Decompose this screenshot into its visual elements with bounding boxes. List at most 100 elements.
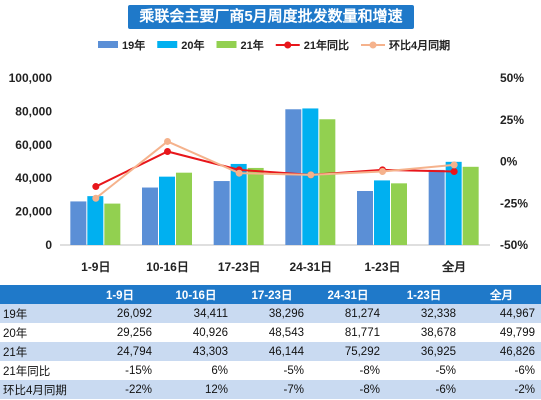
table-cell: -6% [386, 380, 462, 399]
bar-21年 [176, 172, 192, 245]
row-label: 19年 [0, 304, 82, 323]
legend-swatch [284, 41, 292, 49]
table-header: 24-31日 [310, 285, 386, 304]
table-cell: 29,256 [82, 323, 158, 342]
table-row: 19年 26,092 34,411 38,296 81,274 32,338 4… [0, 304, 541, 323]
y-left-tick-label: 40,000 [15, 171, 52, 185]
point-环比4月同期 [164, 137, 171, 145]
y-right-tick-label: 0% [500, 155, 518, 169]
table-row: 环比4月同期 -22% 12% -7% -8% -6% -2% [0, 380, 541, 399]
point-环比4月同期 [235, 169, 243, 177]
table-cell: 81,274 [310, 304, 386, 323]
bar-19年 [428, 169, 445, 245]
table-cell: 36,925 [386, 342, 462, 361]
table-cell: 40,926 [158, 323, 234, 342]
x-tick-label: 1-23日 [364, 260, 400, 274]
table-cell: 46,826 [462, 342, 541, 361]
legend-swatch [216, 41, 237, 48]
chart-title: 乘联会主要厂商5月周度批发数量和增速 [128, 5, 414, 29]
x-tick-label: 10-16日 [146, 260, 189, 274]
y-left-tick-label: 0 [45, 238, 52, 252]
table-cell: -6% [462, 361, 541, 380]
bar-19年 [70, 201, 87, 245]
table-cell: -2% [462, 380, 541, 399]
bar-19年 [357, 190, 373, 245]
y-right-tick-label: -50% [500, 238, 528, 252]
table-cell: -22% [82, 380, 158, 399]
table-cell: 32,338 [386, 304, 462, 323]
table-cell: 46,144 [234, 342, 310, 361]
table-header-row: 1-9日 10-16日 17-23日 24-31日 1-23日 全月 [0, 285, 541, 304]
table-cell: -7% [234, 380, 310, 399]
bar-21年 [319, 119, 336, 245]
legend-label: 19年 [122, 38, 145, 52]
y-left-tick-label: 20,000 [15, 205, 52, 219]
table-cell: -5% [386, 361, 462, 380]
row-label: 21年同比 [0, 361, 82, 380]
y-left-tick-label: 60,000 [15, 138, 52, 152]
legend-label: 20年 [181, 38, 204, 52]
bar-19年 [213, 181, 230, 245]
table-cell: 38,678 [386, 323, 462, 342]
table-cell: -15% [82, 361, 158, 380]
table-header: 10-16日 [158, 285, 234, 304]
y-left-tick-label: 80,000 [15, 104, 52, 118]
legend-swatch [157, 41, 178, 48]
point-环比4月同期 [92, 194, 100, 202]
table-cell: -8% [310, 380, 386, 399]
point-环比4月同期 [379, 168, 386, 176]
table-row: 21年 24,794 43,303 46,144 75,292 36,925 4… [0, 342, 541, 361]
table-cell: 12% [158, 380, 234, 399]
bar-21年 [247, 167, 264, 245]
bar-21年 [391, 183, 407, 245]
table-cell: 49,799 [462, 323, 541, 342]
table-row: 21年同比 -15% 6% -5% -8% -5% -6% [0, 361, 541, 380]
row-label: 20年 [0, 323, 82, 342]
row-label: 21年 [0, 342, 82, 361]
table-cell: -8% [310, 361, 386, 380]
table-cell: 6% [158, 361, 234, 380]
table-cell: 81,771 [310, 323, 386, 342]
y-right-tick-label: -25% [500, 196, 528, 210]
point-21年同比 [92, 183, 100, 191]
line-环比4月同期 [95, 140, 455, 200]
chart-svg: 0 20,000 40,000 60,000 80,000 100,000 -50% -25%… [9, 38, 529, 274]
x-tick-label: 1-9日 [81, 260, 110, 274]
table-cell: 38,296 [234, 304, 310, 323]
x-tick-label: 24-31日 [289, 260, 332, 274]
bar-19年 [285, 109, 302, 245]
legend-label: 环比4月同期 [389, 38, 450, 52]
table-header: 17-23日 [234, 285, 310, 304]
bar-20年 [87, 196, 104, 245]
x-tick-label: 17-23日 [218, 260, 261, 274]
x-tick-label: 全月 [441, 259, 466, 274]
table-header: 1-23日 [386, 285, 462, 304]
table-cell: 43,303 [158, 342, 234, 361]
row-label: 环比4月同期 [0, 380, 82, 399]
legend-swatch [98, 41, 118, 48]
bar-19年 [142, 187, 158, 245]
table-header: 1-9日 [82, 285, 158, 304]
table-cell: 44,967 [462, 304, 541, 323]
y-left-tick-label: 100,000 [9, 71, 53, 85]
point-21年同比 [450, 168, 458, 176]
table-cell: 24,794 [82, 342, 158, 361]
legend-label: 21年 [241, 38, 264, 52]
bar-20年 [230, 163, 247, 245]
bar-20年 [374, 180, 390, 245]
legend-label: 21年同比 [304, 38, 349, 52]
bar-21年 [104, 203, 121, 245]
bar-20年 [445, 161, 462, 245]
table-cell: 48,543 [234, 323, 310, 342]
data-table: 1-9日 10-16日 17-23日 24-31日 1-23日 全月 19年 2… [0, 285, 541, 399]
bar-21年 [462, 166, 479, 245]
table-cell: 26,092 [82, 304, 158, 323]
table-cell: 34,411 [158, 304, 234, 323]
table-row: 20年 29,256 40,926 48,543 81,771 38,678 4… [0, 323, 541, 342]
table-header: 全月 [462, 285, 541, 304]
point-21年同比 [164, 147, 171, 155]
y-right-tick-label: 25% [500, 113, 524, 127]
y-right-tick-label: 50% [500, 71, 524, 85]
table-cell: 75,292 [310, 342, 386, 361]
